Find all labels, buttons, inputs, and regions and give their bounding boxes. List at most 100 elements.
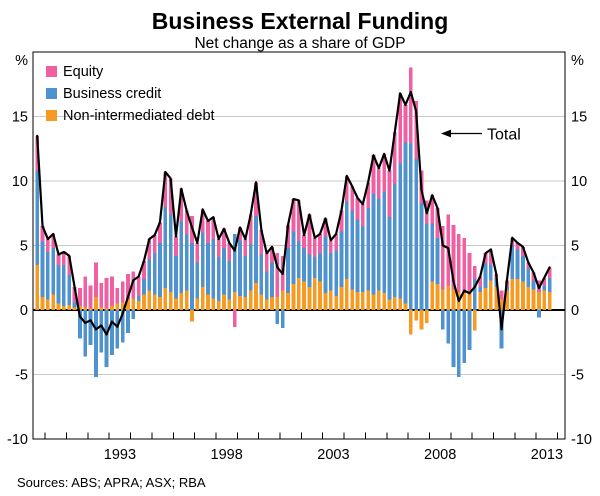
bar-segment <box>254 282 258 310</box>
bar-segment <box>147 259 152 291</box>
bar-segment <box>398 93 402 163</box>
y-axis-label-left: 0 <box>20 303 28 319</box>
bar-segment <box>248 290 253 310</box>
bar-segment <box>131 298 136 310</box>
bar-segment <box>521 255 525 282</box>
bar-segment <box>526 262 531 269</box>
bar-segment <box>62 251 66 265</box>
bar-segment <box>259 294 264 310</box>
bar-segment <box>110 310 114 356</box>
bar-segment <box>232 233 237 292</box>
bar-segment <box>94 262 98 298</box>
bar-segment <box>35 264 40 310</box>
bar-segment <box>537 310 541 318</box>
bar-segment <box>430 223 435 282</box>
bar-segment <box>104 308 109 310</box>
bar-segment <box>387 217 392 300</box>
bar-segment <box>238 227 242 241</box>
bar-segment <box>280 310 285 329</box>
bar-segment <box>473 279 477 310</box>
business-credit-legend-label: Business credit <box>63 86 161 102</box>
bar-segment <box>51 248 56 295</box>
bar-segment <box>147 290 152 310</box>
bar-segment <box>163 206 168 289</box>
bar-segment <box>115 303 120 310</box>
bar-segment <box>414 310 419 321</box>
bar-segment <box>190 242 194 310</box>
bar-segment <box>264 299 269 310</box>
bar-segment <box>254 215 258 283</box>
bar-segment <box>211 217 216 240</box>
bar-segment <box>371 294 376 310</box>
bar-segment <box>131 271 136 299</box>
bar-segment <box>99 310 104 353</box>
bar-segment <box>248 214 253 245</box>
bar-segment <box>158 297 162 310</box>
bar-segment <box>296 241 301 278</box>
bar-segment <box>232 291 237 310</box>
bar-segment <box>547 277 552 292</box>
bar-segment <box>286 293 290 310</box>
bar-segment <box>206 242 210 295</box>
bar-segment <box>515 249 520 280</box>
bar-segment <box>211 298 216 310</box>
bar-segment <box>515 279 520 310</box>
bar-segment <box>521 246 525 256</box>
bar-segment <box>478 286 483 292</box>
bar-segment <box>328 290 333 310</box>
y-axis-label-right: 10 <box>571 174 587 190</box>
bar-segment <box>344 201 349 280</box>
bar-segment <box>451 289 456 310</box>
bar-segment <box>243 297 248 310</box>
bar-segment <box>174 236 178 256</box>
bar-segment <box>515 242 520 250</box>
bar-segment <box>483 263 488 289</box>
bar-segment <box>478 276 483 287</box>
bar-segment <box>387 170 392 218</box>
bar-segment <box>184 210 189 234</box>
bar-segment <box>510 245 515 280</box>
bar-segment <box>88 310 93 345</box>
bar-segment <box>478 291 483 310</box>
bar-segment <box>355 219 360 292</box>
bar-segment <box>446 285 451 310</box>
bar-segment <box>441 310 445 330</box>
bar-segment <box>174 255 178 299</box>
bar-segment <box>344 279 349 310</box>
bar-segment <box>126 310 130 334</box>
bar-segment <box>163 288 168 310</box>
bar-segment <box>366 208 370 291</box>
bar-segment <box>222 294 226 310</box>
bar-segment <box>382 191 386 294</box>
x-axis-year-label: 2013 <box>531 447 563 463</box>
bar-segment <box>227 299 232 310</box>
bar-segment <box>40 297 45 310</box>
bar-segment <box>152 253 157 295</box>
bar-segment <box>462 293 467 310</box>
bar-segment <box>142 294 146 310</box>
bar-segment <box>72 302 77 308</box>
bar-segment <box>542 285 547 291</box>
bar-segment <box>499 299 504 310</box>
bar-segment <box>179 188 184 221</box>
bar-segment <box>408 310 413 335</box>
bar-segment <box>355 197 360 220</box>
bar-segment <box>360 226 365 292</box>
y-axis-label-right: 15 <box>571 110 587 126</box>
bar-segment <box>62 306 66 310</box>
bar-segment <box>110 276 114 307</box>
bar-segment <box>110 306 114 310</box>
y-axis-label-left: -5 <box>15 368 28 384</box>
bar-segment <box>446 310 451 344</box>
bar-segment <box>462 310 467 363</box>
bar-segment <box>430 281 435 310</box>
bar-segment <box>531 280 536 290</box>
y-axis-label-right: -5 <box>571 368 584 384</box>
bar-segment <box>531 272 536 281</box>
bar-segment <box>382 153 386 192</box>
bar-segment <box>67 275 72 305</box>
bar-segment <box>398 162 402 299</box>
bar-segment <box>435 237 440 285</box>
bar-segment <box>312 237 317 258</box>
